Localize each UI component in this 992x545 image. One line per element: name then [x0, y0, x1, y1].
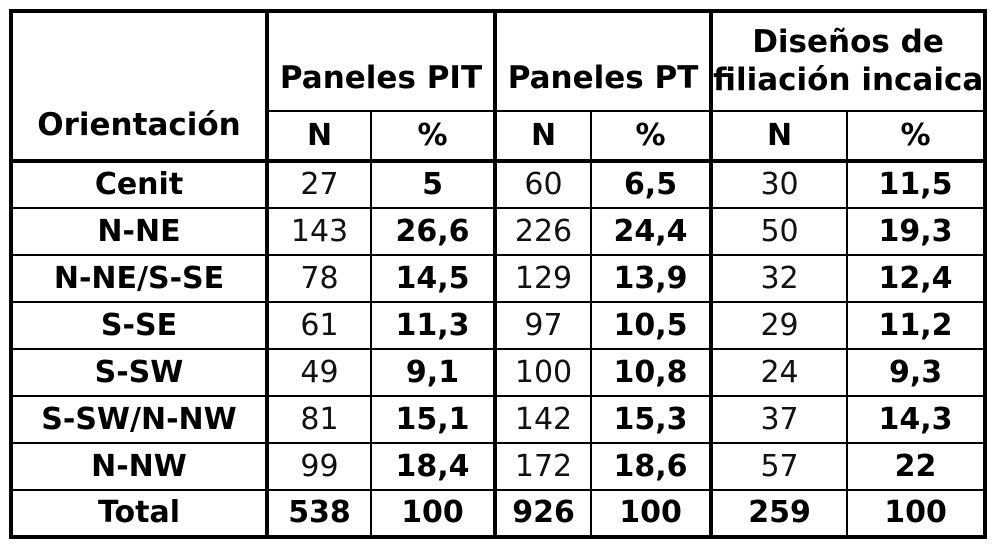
pt-pct-cell: 13,9	[590, 254, 713, 303]
pt-n-cell: 60	[493, 160, 593, 209]
row-label: S-SW/N-NW	[10, 395, 268, 444]
inca-n-cell: 29	[709, 301, 849, 350]
inca-pct-subheader: %	[846, 110, 987, 163]
table-row: N-NE 143 26,6 226 24,4 50 19,3	[10, 207, 987, 256]
total-inca-pct-cell: 100	[846, 489, 987, 538]
pit-n-cell: 78	[265, 254, 372, 303]
total-pit-pct-cell: 100	[369, 489, 497, 538]
pit-pct-cell: 5	[369, 160, 497, 209]
orientation-table: Orientación Paneles PIT Paneles PT Diseñ…	[9, 9, 988, 539]
pit-n-cell: 81	[265, 395, 372, 444]
pt-n-cell: 142	[493, 395, 593, 444]
inca-pct-cell: 14,3	[846, 395, 987, 444]
orientation-header-label: Orientación	[37, 107, 241, 143]
inca-pct-cell: 12,4	[846, 254, 987, 303]
inca-pct-cell: 9,3	[846, 348, 987, 397]
pit-pct-cell: 18,4	[369, 442, 497, 491]
pit-n-subheader: N	[265, 110, 372, 163]
table-row: Cenit 27 5 60 6,5 30 11,5	[10, 160, 987, 209]
pt-n-cell: 100	[493, 348, 593, 397]
inca-pct-cell: 11,2	[846, 301, 987, 350]
pt-pct-cell: 10,8	[590, 348, 713, 397]
pt-pct-cell: 10,5	[590, 301, 713, 350]
pt-n-cell: 129	[493, 254, 593, 303]
inca-n-cell: 30	[709, 160, 849, 209]
pt-n-cell: 172	[493, 442, 593, 491]
row-label: N-NE	[10, 207, 268, 256]
inca-n-cell: 32	[709, 254, 849, 303]
table-row: N-NW 99 18,4 172 18,6 57 22	[10, 442, 987, 491]
total-pt-n-cell: 926	[493, 489, 593, 538]
total-inca-n-cell: 259	[709, 489, 849, 538]
row-label: S-SE	[10, 301, 268, 350]
pit-pct-cell: 26,6	[369, 207, 497, 256]
pt-pct-subheader: %	[590, 110, 713, 163]
inca-n-cell: 24	[709, 348, 849, 397]
row-label: N-NW	[10, 442, 268, 491]
paneles-pt-header: Paneles PT	[493, 10, 713, 112]
paneles-pit-header-label: Paneles PIT	[279, 60, 483, 96]
pit-n-cell: 99	[265, 442, 372, 491]
pit-pct-cell: 9,1	[369, 348, 497, 397]
pt-pct-cell: 24,4	[590, 207, 713, 256]
orientation-header: Orientación	[10, 10, 268, 162]
row-label: S-SW	[10, 348, 268, 397]
inca-n-cell: 57	[709, 442, 849, 491]
table-row: S-SW/N-NW 81 15,1 142 15,3 37 14,3	[10, 395, 987, 444]
pit-n-cell: 61	[265, 301, 372, 350]
pt-n-subheader: N	[493, 110, 593, 163]
pit-n-cell: 143	[265, 207, 372, 256]
inca-pct-cell: 22	[846, 442, 987, 491]
inca-pct-cell: 11,5	[846, 160, 987, 209]
pt-pct-cell: 15,3	[590, 395, 713, 444]
pt-n-cell: 97	[493, 301, 593, 350]
inca-n-subheader: N	[709, 110, 849, 163]
subheader-row: N % N % N %	[11, 110, 987, 163]
pit-n-cell: 49	[265, 348, 372, 397]
pt-pct-cell: 18,6	[590, 442, 713, 491]
row-label: Cenit	[10, 160, 268, 209]
disenos-incaica-header: Diseños de filiación incaica	[709, 10, 987, 112]
inca-pct-cell: 19,3	[846, 207, 987, 256]
table-row: S-SW 49 9,1 100 10,8 24 9,3	[10, 348, 987, 397]
row-label: N-NE/S-SE	[10, 254, 268, 303]
disenos-incaica-header-line1: Diseños de	[752, 24, 944, 61]
inca-n-cell: 37	[709, 395, 849, 444]
paneles-pit-header: Paneles PIT	[264, 10, 497, 112]
pit-n-cell: 27	[265, 160, 372, 209]
disenos-incaica-header-line2: filiación incaica	[713, 62, 984, 99]
paneles-pt-header-label: Paneles PT	[507, 60, 699, 96]
total-label: Total	[10, 489, 268, 538]
total-pt-pct-cell: 100	[590, 489, 713, 538]
table-row: N-NE/S-SE 78 14,5 129 13,9 32 12,4	[10, 254, 987, 303]
pit-pct-cell: 14,5	[369, 254, 497, 303]
pt-n-cell: 226	[493, 207, 593, 256]
table-row: S-SE 61 11,3 97 10,5 29 11,2	[10, 301, 987, 350]
inca-n-cell: 50	[709, 207, 849, 256]
pit-pct-subheader: %	[369, 110, 497, 163]
pit-pct-cell: 15,1	[369, 395, 497, 444]
pit-pct-cell: 11,3	[369, 301, 497, 350]
total-row: Total 538 100 926 100 259 100	[10, 489, 987, 538]
total-pit-n-cell: 538	[265, 489, 372, 538]
pt-pct-cell: 6,5	[590, 160, 713, 209]
header-row: Orientación Paneles PIT Paneles PT Diseñ…	[10, 10, 987, 162]
